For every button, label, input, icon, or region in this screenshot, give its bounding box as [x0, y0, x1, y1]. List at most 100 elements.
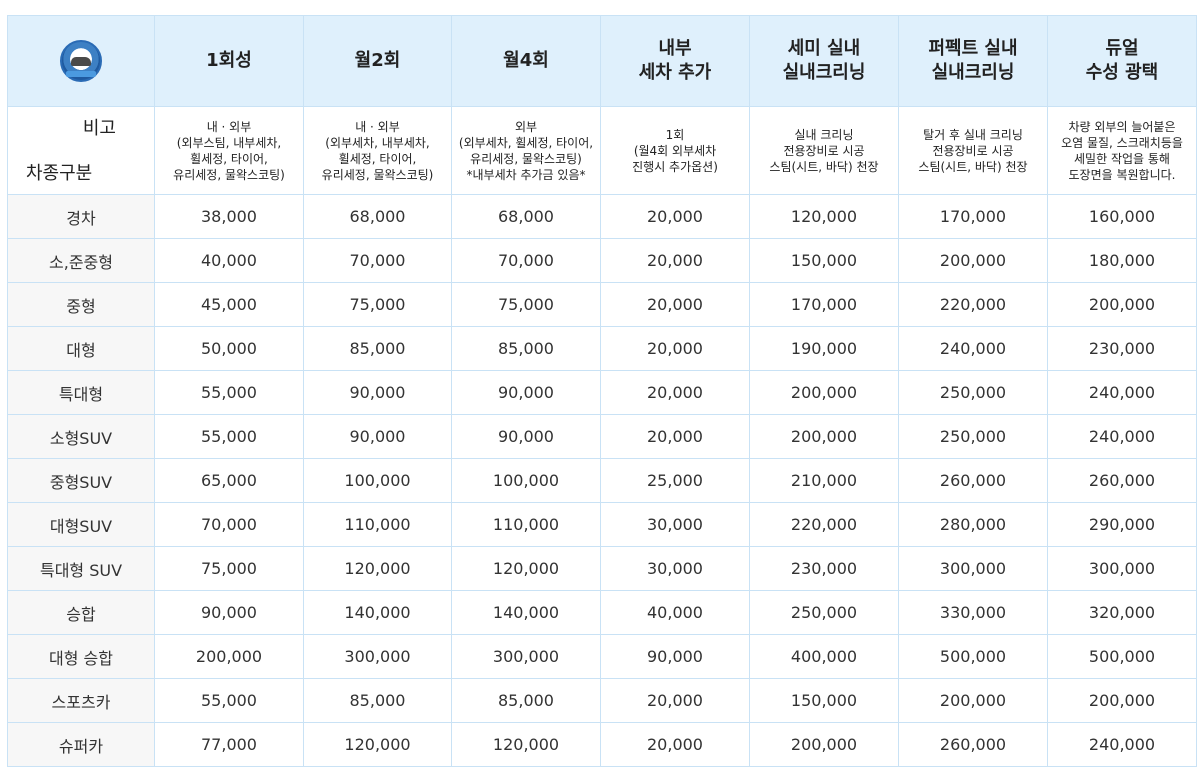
price-cell: 20,000 [600, 194, 750, 239]
price-cell: 280,000 [898, 502, 1048, 547]
vehicle-type-cell: 경차 [7, 194, 155, 239]
price-cell: 120,000 [303, 722, 452, 767]
price-cell: 300,000 [451, 634, 601, 679]
price-cell: 200,000 [749, 414, 899, 459]
price-cell: 90,000 [303, 414, 452, 459]
price-cell: 85,000 [451, 326, 601, 371]
table-row: 대형 50,000 85,000 85,000 20,000 190,000 240,000… [7, 326, 1197, 371]
header-col-2: 월2회 [303, 15, 452, 107]
vehicle-type-cell: 특대형 SUV [7, 546, 155, 591]
corner-cell: 비고 차종구분 [7, 106, 155, 195]
price-table-container: 1회성 월2회 월4회 내부 세차 추가 세미 실내 실내크리닝 퍼펙트 실내 … [7, 15, 1197, 767]
price-cell: 230,000 [1047, 326, 1197, 371]
corner-bottom-label: 차종구분 [26, 163, 93, 184]
price-cell: 50,000 [154, 326, 304, 371]
table-row: 대형 승합 200,000 300,000 300,000 90,000 400,000 5… [7, 634, 1197, 679]
description-col-5: 실내 크리닝 전용장비로 시공 스팀(시트, 바닥) 천장 [749, 106, 899, 195]
price-cell: 20,000 [600, 678, 750, 723]
price-cell: 77,000 [154, 722, 304, 767]
price-cell: 220,000 [898, 282, 1048, 327]
price-cell: 330,000 [898, 590, 1048, 635]
price-cell: 300,000 [898, 546, 1048, 591]
price-cell: 85,000 [303, 326, 452, 371]
price-cell: 75,000 [451, 282, 601, 327]
price-cell: 30,000 [600, 502, 750, 547]
header-col-6: 퍼펙트 실내 실내크리닝 [898, 15, 1048, 107]
price-cell: 140,000 [451, 590, 601, 635]
price-cell: 20,000 [600, 326, 750, 371]
price-cell: 290,000 [1047, 502, 1197, 547]
price-cell: 75,000 [303, 282, 452, 327]
table-row: 특대형 55,000 90,000 90,000 20,000 200,000 250,00… [7, 370, 1197, 415]
vehicle-type-cell: 대형 승합 [7, 634, 155, 679]
price-cell: 90,000 [451, 370, 601, 415]
header-col-5: 세미 실내 실내크리닝 [749, 15, 899, 107]
description-col-7: 차량 외부의 늘어붙은 오염 물질, 스크래치등을 세밀한 작업을 통해 도장면… [1047, 106, 1197, 195]
price-cell: 300,000 [303, 634, 452, 679]
price-cell: 400,000 [749, 634, 899, 679]
price-cell: 160,000 [1047, 194, 1197, 239]
price-cell: 85,000 [451, 678, 601, 723]
price-cell: 150,000 [749, 678, 899, 723]
price-cell: 220,000 [749, 502, 899, 547]
price-cell: 240,000 [1047, 414, 1197, 459]
price-cell: 260,000 [1047, 458, 1197, 503]
price-cell: 200,000 [749, 370, 899, 415]
price-cell: 40,000 [600, 590, 750, 635]
table-row: 중형 45,000 75,000 75,000 20,000 170,000 220,000… [7, 282, 1197, 327]
price-cell: 300,000 [1047, 546, 1197, 591]
price-cell: 240,000 [1047, 370, 1197, 415]
price-cell: 30,000 [600, 546, 750, 591]
price-cell: 90,000 [451, 414, 601, 459]
price-cell: 200,000 [898, 678, 1048, 723]
price-cell: 200,000 [898, 238, 1048, 283]
price-table: 1회성 월2회 월4회 내부 세차 추가 세미 실내 실내크리닝 퍼펙트 실내 … [7, 15, 1197, 767]
price-cell: 55,000 [154, 414, 304, 459]
price-cell: 120,000 [303, 546, 452, 591]
price-cell: 90,000 [303, 370, 452, 415]
price-cell: 110,000 [303, 502, 452, 547]
price-cell: 170,000 [898, 194, 1048, 239]
price-cell: 260,000 [898, 458, 1048, 503]
price-cell: 68,000 [303, 194, 452, 239]
corner-top-label: 비고 [82, 118, 116, 139]
price-cell: 190,000 [749, 326, 899, 371]
price-cell: 100,000 [303, 458, 452, 503]
price-cell: 75,000 [154, 546, 304, 591]
price-cell: 200,000 [154, 634, 304, 679]
price-cell: 200,000 [749, 722, 899, 767]
description-col-3: 외부 (외부세차, 휠세정, 타이어, 유리세정, 물왁스코팅) *내부세차 추… [451, 106, 601, 195]
vehicle-type-cell: 대형SUV [7, 502, 155, 547]
description-row: 비고 차종구분 내 · 외부 (외부스팀, 내부세차, 휠세정, 타이어, 유리… [7, 106, 1197, 195]
price-cell: 120,000 [451, 546, 601, 591]
table-row: 슈퍼카 77,000 120,000 120,000 20,000 200,000 260,… [7, 722, 1197, 767]
price-cell: 85,000 [303, 678, 452, 723]
price-cell: 70,000 [451, 238, 601, 283]
price-cell: 150,000 [749, 238, 899, 283]
price-cell: 140,000 [303, 590, 452, 635]
price-cell: 200,000 [1047, 678, 1197, 723]
table-row: 스포츠카 55,000 85,000 85,000 20,000 150,000 200,0… [7, 678, 1197, 723]
price-cell: 20,000 [600, 370, 750, 415]
header-col-3: 월4회 [451, 15, 601, 107]
description-col-6: 탈거 후 실내 크리닝 전용장비로 시공 스팀(시트, 바닥) 천장 [898, 106, 1048, 195]
vehicle-type-cell: 중형SUV [7, 458, 155, 503]
price-cell: 240,000 [898, 326, 1048, 371]
brand-logo [60, 40, 102, 82]
price-cell: 120,000 [749, 194, 899, 239]
vehicle-type-cell: 스포츠카 [7, 678, 155, 723]
header-col-4: 내부 세차 추가 [600, 15, 750, 107]
price-cell: 320,000 [1047, 590, 1197, 635]
price-cell: 45,000 [154, 282, 304, 327]
table-row: 특대형 SUV 75,000 120,000 120,000 30,000 230,000… [7, 546, 1197, 591]
header-row: 1회성 월2회 월4회 내부 세차 추가 세미 실내 실내크리닝 퍼펙트 실내 … [7, 15, 1197, 107]
table-row: 소,준중형 40,000 70,000 70,000 20,000 150,000 200,… [7, 238, 1197, 283]
price-cell: 40,000 [154, 238, 304, 283]
price-cell: 250,000 [898, 370, 1048, 415]
price-cell: 500,000 [898, 634, 1048, 679]
price-cell: 170,000 [749, 282, 899, 327]
price-cell: 240,000 [1047, 722, 1197, 767]
description-col-4: 1회 (월4회 외부세차 진행시 추가옵션) [600, 106, 750, 195]
price-cell: 180,000 [1047, 238, 1197, 283]
price-cell: 230,000 [749, 546, 899, 591]
